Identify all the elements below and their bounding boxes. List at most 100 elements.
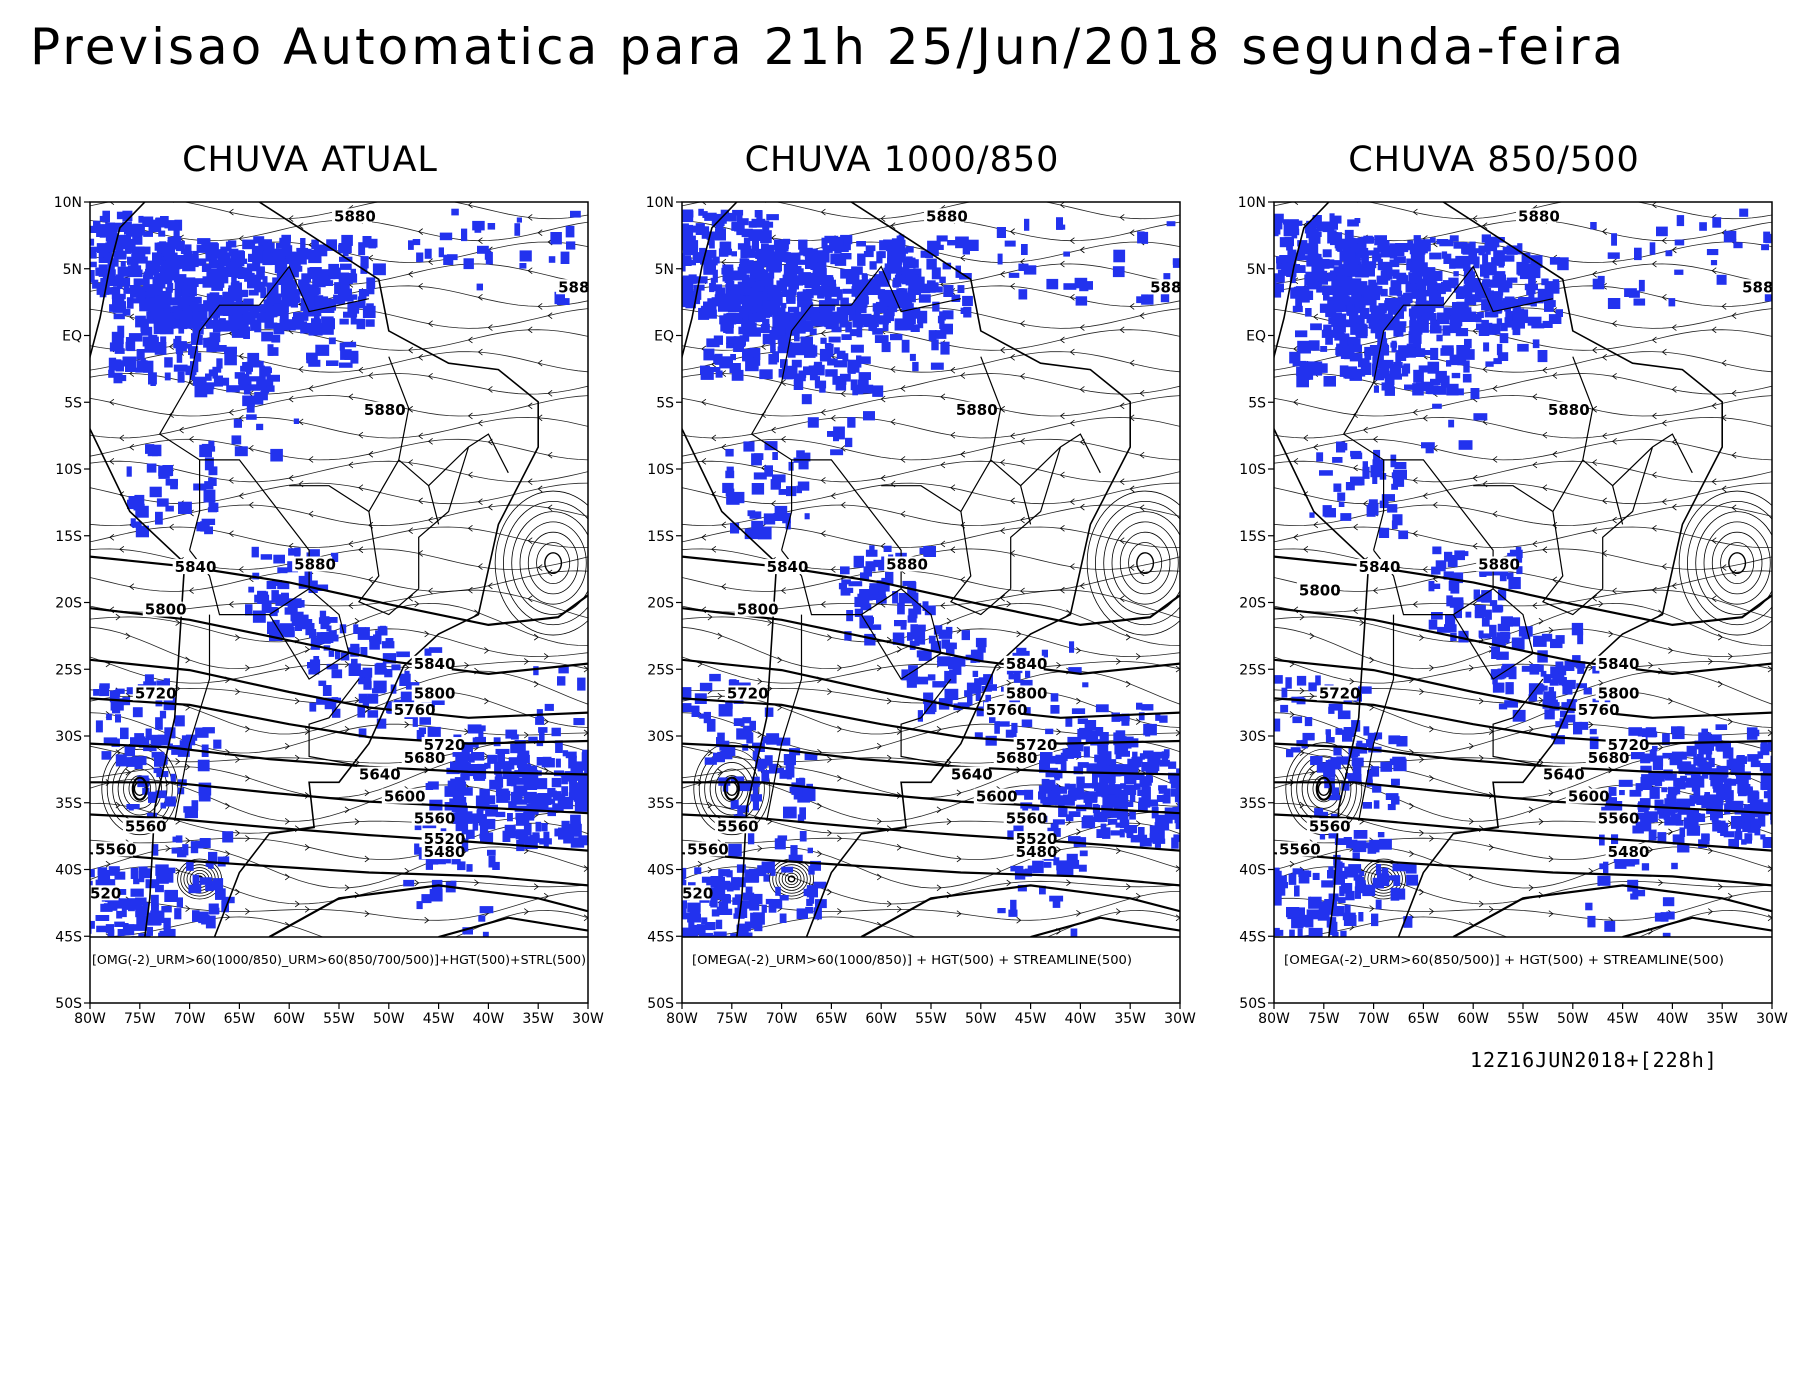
rain-cell	[783, 264, 797, 274]
rain-cell	[340, 349, 352, 360]
rain-cell	[201, 518, 216, 525]
contour-label: 5840	[767, 558, 809, 576]
contour-label-bg	[714, 818, 755, 834]
rain-cell	[90, 238, 95, 246]
streamline-arrow	[1056, 846, 1062, 854]
rain-cell	[905, 246, 914, 253]
rain-cell	[1159, 715, 1168, 723]
rain-cell	[301, 273, 311, 283]
rain-cell	[997, 253, 1003, 265]
streamline-arrow	[1016, 630, 1022, 638]
streamline-arrow	[583, 914, 588, 922]
rain-cell	[170, 482, 178, 490]
rain-cell	[1436, 334, 1443, 342]
rain-cell	[862, 292, 869, 305]
rain-cell	[516, 755, 528, 768]
streamline-arrow	[1362, 426, 1368, 434]
rain-cell	[309, 629, 317, 638]
streamline-arrow	[1313, 443, 1319, 451]
streamline-arrow	[1532, 393, 1538, 401]
rain-cell	[107, 929, 115, 937]
rain-cell	[131, 943, 143, 949]
rain-cell	[1492, 604, 1503, 613]
contour-label: 5720	[727, 684, 769, 702]
rain-cell	[774, 249, 787, 262]
rain-cell	[913, 268, 919, 275]
streamline-arrow	[604, 790, 608, 796]
rain-cell	[220, 296, 235, 304]
rain-cell	[908, 608, 918, 619]
rain-cell	[1356, 344, 1362, 352]
rain-cell	[1440, 375, 1450, 388]
rain-cell	[772, 452, 778, 460]
rain-cell	[1366, 504, 1376, 517]
rain-cell	[541, 823, 548, 832]
rain-cell	[794, 374, 801, 382]
rain-cell	[1649, 242, 1656, 255]
rain-cell	[132, 235, 143, 245]
rain-cell	[102, 225, 111, 232]
streamline-vortex	[519, 521, 587, 605]
rain-cell	[1082, 682, 1089, 688]
rain-cell	[338, 288, 352, 298]
rain-cell	[682, 687, 692, 701]
rain-cell	[1111, 712, 1120, 722]
coastline	[90, 202, 539, 937]
rain-cell	[1391, 243, 1402, 252]
rain-cell	[1331, 314, 1341, 327]
rain-cell	[561, 772, 568, 785]
rain-cell	[724, 745, 736, 756]
rain-cell	[1015, 790, 1026, 796]
rain-cell	[845, 321, 852, 333]
lon-label: 70W	[174, 1011, 206, 1027]
streamline-arrow	[1293, 345, 1299, 353]
streamline-arrow	[900, 510, 906, 518]
rain-cell	[892, 280, 902, 287]
rain-cell	[730, 940, 738, 945]
rain-cell	[596, 695, 607, 701]
rain-cell	[328, 337, 336, 345]
rain-cell	[801, 293, 810, 301]
rain-cell	[706, 338, 720, 348]
streamline	[1274, 548, 1772, 570]
streamline-arrow	[527, 478, 533, 485]
streamline-arrow	[1651, 336, 1657, 344]
rain-cell	[1092, 771, 1098, 783]
rain-cell	[933, 282, 939, 289]
streamline-arrow	[1190, 369, 1194, 375]
rain-cell	[997, 721, 1010, 727]
rain-cell	[506, 764, 512, 773]
streamline-vortex	[536, 542, 571, 585]
rain-cell	[1534, 685, 1548, 691]
rain-cell	[1289, 351, 1301, 364]
rain-cell	[1537, 288, 1551, 300]
rain-cell	[772, 899, 783, 909]
streamline-arrow	[547, 451, 553, 459]
rain-cell	[114, 301, 126, 311]
rain-cell	[589, 752, 596, 764]
rain-cell	[733, 718, 745, 726]
rain-cell	[1301, 369, 1314, 380]
streamline-arrow	[408, 270, 413, 278]
rain-cell	[252, 572, 260, 580]
rain-cell	[1527, 316, 1542, 326]
rain-cell	[791, 359, 802, 368]
rain-cell	[1583, 687, 1592, 695]
rain-cell	[1333, 260, 1343, 266]
rain-cell	[883, 545, 892, 552]
streamline-arrow	[248, 445, 254, 452]
streamline-arrow	[960, 372, 966, 379]
rain-cell	[997, 908, 1006, 914]
rain-cell	[177, 371, 185, 383]
rain-cell	[227, 301, 240, 313]
rain-cell	[519, 263, 527, 269]
rain-cell	[1287, 260, 1296, 268]
streamline-arrow	[946, 818, 952, 825]
rain-cell	[821, 276, 828, 287]
rain-cell	[1097, 757, 1107, 768]
rain-cell	[1040, 797, 1047, 804]
rain-cell	[554, 291, 565, 305]
streamline-arrow	[837, 664, 843, 672]
contour-label-bg	[983, 702, 1024, 718]
